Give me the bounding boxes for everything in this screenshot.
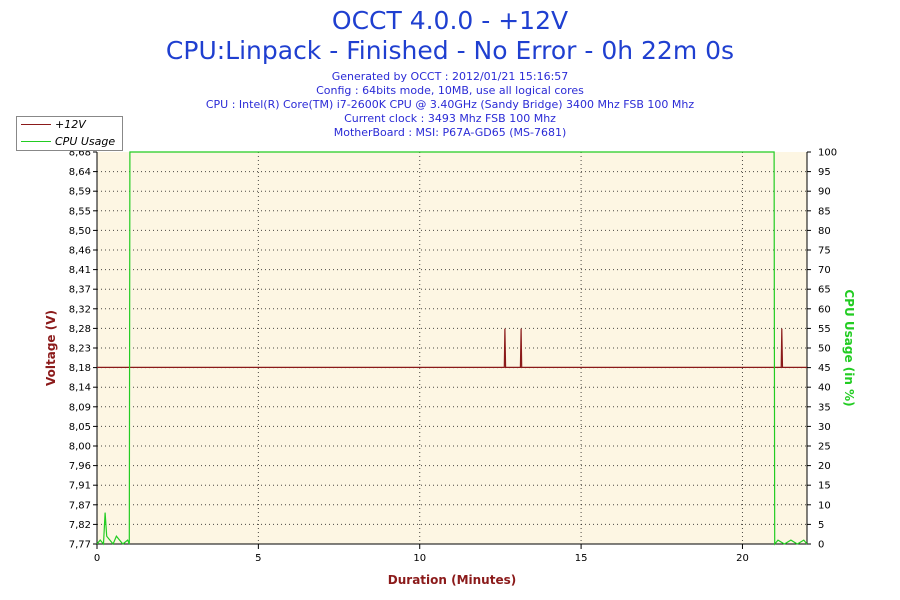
y-tick-label: 8,41	[69, 265, 91, 276]
y-tick-label: 8,68	[69, 148, 91, 159]
y2-tick-label: 20	[818, 461, 831, 472]
y-tick-label: 8,28	[69, 324, 91, 335]
y-tick-label: 8,05	[69, 422, 91, 433]
x-axis-title: Duration (Minutes)	[388, 573, 516, 587]
series-voltage-line	[97, 328, 807, 368]
legend-label-voltage: +12V	[55, 118, 86, 131]
y-tick-label: 8,55	[69, 206, 91, 217]
y-tick-label: 8,32	[69, 304, 91, 315]
y-tick-label: 8,46	[69, 246, 91, 257]
y-tick-label: 7,77	[69, 540, 91, 551]
y-tick-label: 8,00	[69, 442, 91, 453]
y2-tick-label: 95	[818, 167, 831, 178]
y2-tick-label: 80	[818, 226, 831, 237]
x-tick-label: 15	[575, 553, 588, 564]
y2-tick-label: 40	[818, 383, 831, 394]
y2-tick-label: 65	[818, 285, 831, 296]
y2-tick-label: 45	[818, 363, 831, 374]
y2-tick-label: 10	[818, 500, 831, 511]
y2-tick-label: 15	[818, 481, 831, 492]
y2-tick-label: 5	[818, 520, 824, 531]
y-tick-label: 8,18	[69, 363, 91, 374]
legend-item-voltage: +12V	[17, 117, 122, 133]
y2-tick-label: 75	[818, 246, 831, 257]
y-axis-title: Voltage (V)	[44, 310, 58, 386]
y-tick-label: 7,82	[69, 520, 91, 531]
x-tick-label: 5	[255, 553, 261, 564]
y-tick-label: 8,14	[69, 383, 91, 394]
y-tick-label: 8,37	[69, 285, 91, 296]
y-tick-label: 8,09	[69, 402, 91, 413]
chart-title: OCCT 4.0.0 - +12V	[331, 6, 569, 35]
x-tick-label: 20	[736, 553, 749, 564]
y2-tick-label: 30	[818, 422, 831, 433]
y-tick-label: 8,50	[69, 226, 91, 237]
y-tick-label: 7,96	[69, 461, 91, 472]
plot-area	[97, 152, 807, 544]
legend: +12V CPU Usage	[16, 116, 123, 151]
legend-swatch-voltage	[21, 124, 51, 125]
y2-axis-title: CPU Usage (in %)	[842, 289, 856, 406]
x-tick-label: 0	[94, 553, 100, 564]
y2-tick-label: 85	[818, 206, 831, 217]
y-tick-label: 8,59	[69, 187, 91, 198]
info-motherboard: MotherBoard : MSI: P67A-GD65 (MS-7681)	[333, 126, 567, 139]
y2-tick-label: 55	[818, 324, 831, 335]
legend-swatch-cpu	[21, 141, 51, 142]
info-clock: Current clock : 3493 Mhz FSB 100 Mhz	[344, 112, 556, 125]
x-tick-label: 10	[413, 553, 426, 564]
y2-tick-label: 90	[818, 187, 831, 198]
y2-tick-label: 0	[818, 540, 824, 551]
info-config: Config : 64bits mode, 10MB, use all logi…	[316, 84, 584, 97]
y-tick-label: 7,87	[69, 500, 91, 511]
y2-tick-label: 25	[818, 442, 831, 453]
y2-tick-label: 100	[818, 148, 837, 159]
y-tick-label: 7,91	[69, 481, 91, 492]
y2-tick-label: 70	[818, 265, 831, 276]
y-tick-label: 8,64	[69, 167, 91, 178]
y-tick-label: 8,23	[69, 344, 91, 355]
legend-item-cpu: CPU Usage	[17, 134, 122, 150]
info-generated: Generated by OCCT : 2012/01/21 15:16:57	[331, 70, 569, 83]
y2-tick-label: 50	[818, 344, 831, 355]
legend-label-cpu: CPU Usage	[55, 135, 116, 148]
y2-tick-label: 60	[818, 304, 831, 315]
y2-tick-label: 35	[818, 402, 831, 413]
info-cpu: CPU : Intel(R) Core(TM) i7-2600K CPU @ 3…	[205, 98, 695, 111]
chart-subtitle: CPU:Linpack - Finished - No Error - 0h 2…	[165, 36, 735, 65]
series-cpu-line	[96, 151, 808, 546]
